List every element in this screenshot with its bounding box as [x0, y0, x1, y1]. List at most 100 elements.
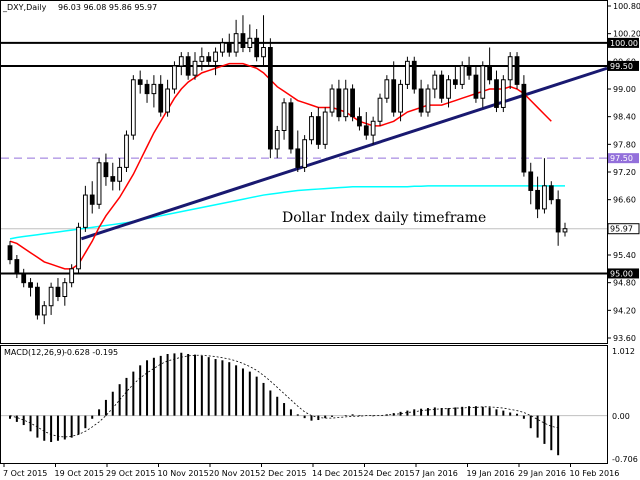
y-tick-label: 100.80 — [613, 2, 640, 11]
price-level-tag-label: 99.50 — [610, 62, 633, 71]
candle-body — [548, 185, 554, 201]
candle-body — [96, 162, 102, 205]
candle-body — [535, 189, 540, 210]
candle-body — [405, 60, 410, 85]
candle-body — [425, 88, 431, 113]
current-price-tag-label: 95.97 — [610, 225, 633, 234]
candle-body — [48, 286, 54, 307]
candle-body — [357, 116, 362, 127]
candle-body — [220, 42, 225, 53]
candle-body — [62, 282, 68, 297]
macd-panel-frame — [0, 345, 608, 464]
candle-body — [452, 79, 458, 85]
chart-annotation: Dollar Index daily timeframe — [282, 210, 486, 226]
trendline — [80, 66, 608, 241]
candle-body — [55, 286, 61, 297]
x-tick-label: 19 Oct 2015 — [55, 469, 104, 478]
x-tick-label: 2 Dec 2015 — [261, 469, 307, 478]
candle-body — [124, 134, 129, 168]
symbol-title: _DXY,Daily — [2, 3, 47, 12]
candle-body — [7, 245, 13, 261]
candle-body — [130, 79, 136, 136]
candle-body — [507, 56, 513, 81]
price-level-tag — [608, 268, 639, 279]
candle-body — [89, 194, 95, 205]
candle-body — [185, 56, 191, 76]
candle-body — [41, 305, 47, 316]
candle-body — [240, 33, 246, 49]
candle-body — [322, 111, 328, 145]
price-level-tag — [608, 37, 639, 48]
ma-fast-line — [9, 62, 552, 270]
x-tick-label: 10 Feb 2016 — [570, 469, 620, 478]
candle-body — [363, 125, 369, 136]
candle-body — [226, 42, 232, 53]
candle-body — [384, 79, 390, 99]
macd-layer — [1, 352, 607, 456]
candle-body — [542, 185, 547, 210]
x-tick-label: 19 Jan 2016 — [467, 469, 515, 478]
candle-body — [480, 65, 486, 99]
y-tick-label: 100.20 — [613, 30, 640, 39]
candle-body — [158, 83, 164, 113]
candle-body — [69, 268, 75, 284]
x-tick-label: 14 Dec 2015 — [312, 469, 363, 478]
candle-body — [247, 37, 253, 49]
y-tick-label: 94.20 — [613, 306, 636, 315]
candle-body — [500, 79, 506, 108]
current-price-tag — [607, 223, 640, 235]
y-tick-label: 96.60 — [613, 196, 636, 205]
candle-body — [267, 47, 273, 150]
candle-body — [288, 102, 294, 150]
x-tick-label: 7 Jan 2016 — [415, 469, 458, 478]
candle-body — [350, 88, 355, 118]
macd-signal-line — [9, 354, 559, 438]
candle-body — [14, 259, 20, 274]
candle-body — [144, 83, 150, 95]
candle-body — [137, 79, 143, 85]
price-level-tag — [608, 60, 639, 71]
candle-body — [521, 83, 527, 173]
y-tick-label: 97.80 — [613, 140, 636, 149]
candle-body — [315, 116, 321, 145]
candle-body — [466, 65, 472, 76]
candle-body — [117, 166, 123, 182]
price-level-tag-label: 100.00 — [610, 39, 638, 48]
candle-body — [261, 47, 266, 58]
ma-slow-line — [9, 185, 565, 240]
candle-body — [172, 65, 177, 90]
candle-body — [309, 116, 314, 141]
candle-body — [295, 148, 301, 168]
candle-body — [110, 176, 116, 182]
candle-body — [391, 79, 397, 113]
candle-body — [439, 74, 445, 99]
candle-body — [446, 79, 451, 99]
main-layer — [1, 15, 608, 325]
x-tick-label: 7 Oct 2015 — [3, 469, 47, 478]
macd-label: MACD(12,26,9) — [4, 348, 65, 357]
candle-body — [473, 74, 479, 99]
candle-body — [459, 65, 465, 85]
candle-body — [192, 60, 198, 76]
candle-body — [336, 88, 342, 118]
ohlc-values: 96.03 96.08 95.86 95.97 — [58, 3, 157, 12]
x-tick-label: 20 Nov 2015 — [209, 469, 260, 478]
y-tick-label: 95.40 — [613, 251, 636, 260]
candle-body — [411, 60, 417, 90]
candle-body — [178, 56, 184, 67]
macd-values: -0.628 -0.195 — [64, 348, 118, 357]
candle-body — [555, 199, 561, 233]
y-tick-label: 97.20 — [613, 168, 636, 177]
candle-body — [562, 228, 568, 233]
price-level-tag-label: 95.00 — [610, 269, 633, 278]
y-tick-label: 99.00 — [613, 85, 636, 94]
candle-body — [28, 282, 33, 288]
x-tick-label: 10 Nov 2015 — [158, 469, 209, 478]
candle-body — [199, 56, 205, 62]
candle-body — [76, 226, 81, 270]
candle-body — [254, 37, 260, 58]
candle-body — [206, 56, 212, 62]
x-tick-label: 29 Oct 2015 — [106, 469, 155, 478]
candle-body — [35, 286, 40, 316]
candle-body — [281, 102, 287, 132]
